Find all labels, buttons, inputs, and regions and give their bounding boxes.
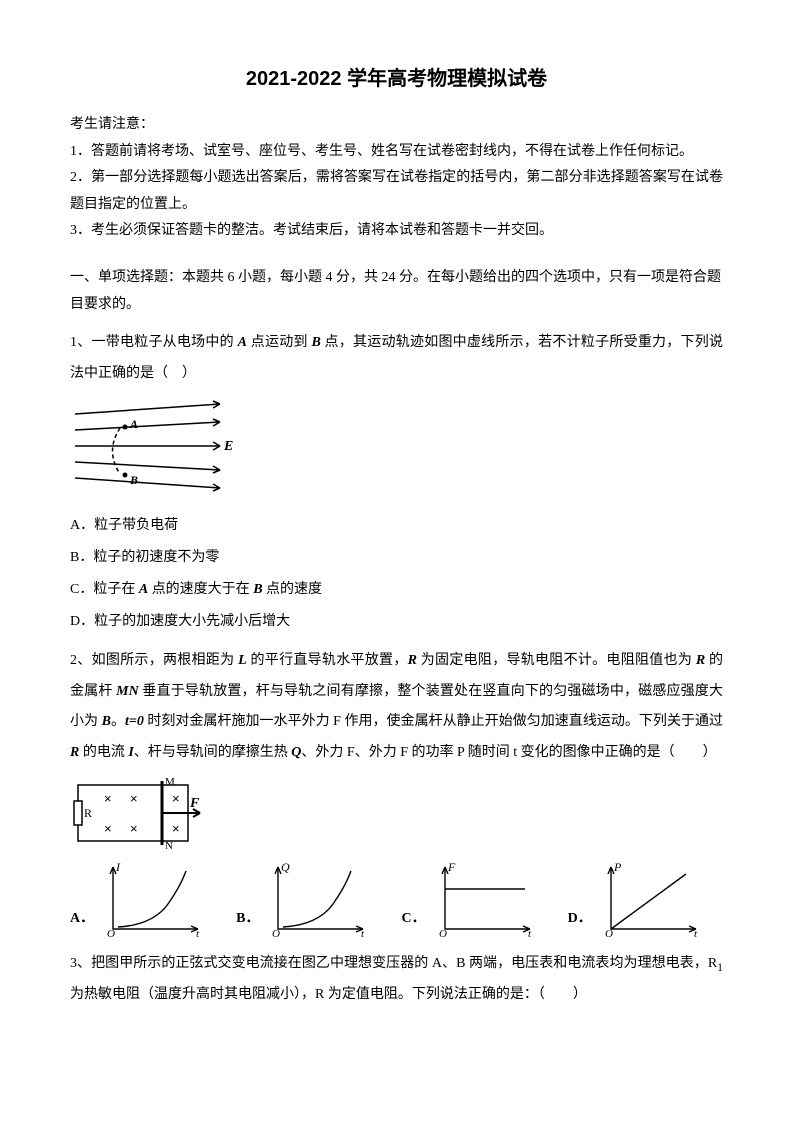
q1-text-2: 点运动到 [247, 335, 311, 350]
q2-optC-label: C． [401, 906, 425, 939]
q1-figure: A B E [70, 396, 723, 506]
q2-optA-label: A． [70, 906, 94, 939]
q1-optC-p3: 点的速度 [263, 582, 323, 597]
q2-R2: R [696, 653, 705, 668]
q1-pointA: A [238, 335, 247, 350]
q2-optD-label: D． [568, 906, 592, 939]
q2-R: R [408, 653, 417, 668]
q1-option-D: D．粒子的加速度大小先减小后增大 [70, 608, 723, 636]
section-1-title: 一、单项选择题：本题共 6 小题，每小题 4 分，共 24 分。在每小题给出的四… [70, 265, 723, 318]
q1-text-1: 1、一带电粒子从电场中的 [70, 335, 238, 350]
q2-option-B: B． Q O t [236, 859, 373, 939]
notice-item-1: 1．答题前请将考场、试室号、座位号、考生号、姓名写在试卷密封线内，不得在试卷上作… [70, 139, 723, 166]
page-title: 2021-2022 学年高考物理模拟试卷 [70, 60, 723, 98]
q1-optC-p1: C．粒子在 [70, 582, 139, 597]
q2-figure: × × × × × × R M N F [70, 775, 723, 851]
q1-option-B: B．粒子的初速度不为零 [70, 544, 723, 572]
q1-optC-p2: 点的速度大于在 [148, 582, 253, 597]
fig2-label-M: M [165, 776, 175, 788]
q2-Q: Q [291, 745, 301, 760]
q1-pointB: B [311, 335, 320, 350]
svg-text:×: × [104, 791, 112, 806]
graphA-O: O [107, 928, 115, 939]
fig2-label-F: F [189, 796, 200, 811]
notice-item-3: 3．考生必须保证答题卡的整洁。考试结束后，请将本试卷和答题卡一并交回。 [70, 218, 723, 245]
q2-t8: 的电流 [79, 745, 128, 760]
graphD-t: t [694, 928, 698, 939]
q1-optC-B: B [253, 582, 262, 597]
q2-option-C: C． F O t [401, 859, 539, 939]
q2-optB-label: B． [236, 906, 259, 939]
q2-t7: 时刻对金属杆施加一水平外力 F 作用，使金属杆从静止开始做匀加速直线运动。下列关… [144, 714, 723, 729]
q1-optC-A: A [139, 582, 148, 597]
graphC-t: t [528, 928, 532, 939]
q2-t10: 、外力 F、外力 F 的功率 P 随时间 t 变化的图像中正确的是（ ） [301, 745, 716, 760]
q2-option-D: D． P O t [568, 859, 706, 939]
q2-option-A: A． I O t [70, 859, 208, 939]
graphD-O: O [605, 928, 613, 939]
q2-t9: 、杆与导轨间的摩擦生热 [134, 745, 292, 760]
q2-R3: R [70, 745, 79, 760]
graphD-ylabel: P [613, 860, 622, 874]
question-2: 2、如图所示，两根相距为 L 的平行直导轨水平放置，R 为固定电阻，导轨电阻不计… [70, 646, 723, 769]
q3-t2: 为热敏电阻（温度升高时其电阻减小），R 为定值电阻。下列说法正确的是：（ ） [70, 987, 587, 1002]
graphA-t: t [196, 928, 200, 939]
graphA-ylabel: I [115, 860, 121, 874]
fig1-label-B: B [129, 473, 138, 487]
fig1-label-A: A [129, 417, 138, 431]
q2-L: L [238, 653, 247, 668]
fig1-label-E: E [223, 439, 233, 454]
q2-t2: 的平行直导轨水平放置， [247, 653, 408, 668]
question-3: 3、把图甲所示的正弦式交变电流接在图乙中理想变压器的 A、B 两端，电压表和电流… [70, 949, 723, 1011]
svg-text:×: × [130, 821, 138, 836]
fig2-label-N: N [165, 840, 173, 851]
question-1: 1、一带电粒子从电场中的 A 点运动到 B 点，其运动轨迹如图中虚线所示，若不计… [70, 328, 723, 390]
q2-MN: MN [116, 684, 139, 699]
fig2-label-R: R [84, 806, 92, 820]
q3-t1: 3、把图甲所示的正弦式交变电流接在图乙中理想变压器的 A、B 两端，电压表和电流… [70, 956, 717, 971]
graphB-t: t [361, 928, 365, 939]
svg-text:×: × [130, 791, 138, 806]
q2-t6: 。 [111, 714, 125, 729]
q3-sub1: 1 [717, 961, 723, 974]
q2-t1: 2、如图所示，两根相距为 [70, 653, 238, 668]
graphB-ylabel: Q [281, 860, 290, 874]
q1-option-A: A．粒子带负电荷 [70, 512, 723, 540]
q2-t0: t=0 [125, 714, 144, 729]
notice-item-2: 2．第一部分选择题每小题选出答案后，需将答案写在试卷指定的括号内，第二部分非选择… [70, 165, 723, 218]
graphC-O: O [439, 928, 447, 939]
svg-text:×: × [172, 821, 180, 836]
q2-options-row: A． I O t B． Q O t C． [70, 859, 723, 939]
q2-B: B [102, 714, 111, 729]
svg-text:×: × [104, 821, 112, 836]
q2-t3: 为固定电阻，导轨电阻不计。电阻阻值也为 [417, 653, 696, 668]
q1-option-C: C．粒子在 A 点的速度大于在 B 点的速度 [70, 576, 723, 604]
svg-text:×: × [172, 791, 180, 806]
graphC-ylabel: F [447, 860, 456, 874]
graphB-O: O [272, 928, 280, 939]
notice-heading: 考生请注意： [70, 112, 723, 139]
